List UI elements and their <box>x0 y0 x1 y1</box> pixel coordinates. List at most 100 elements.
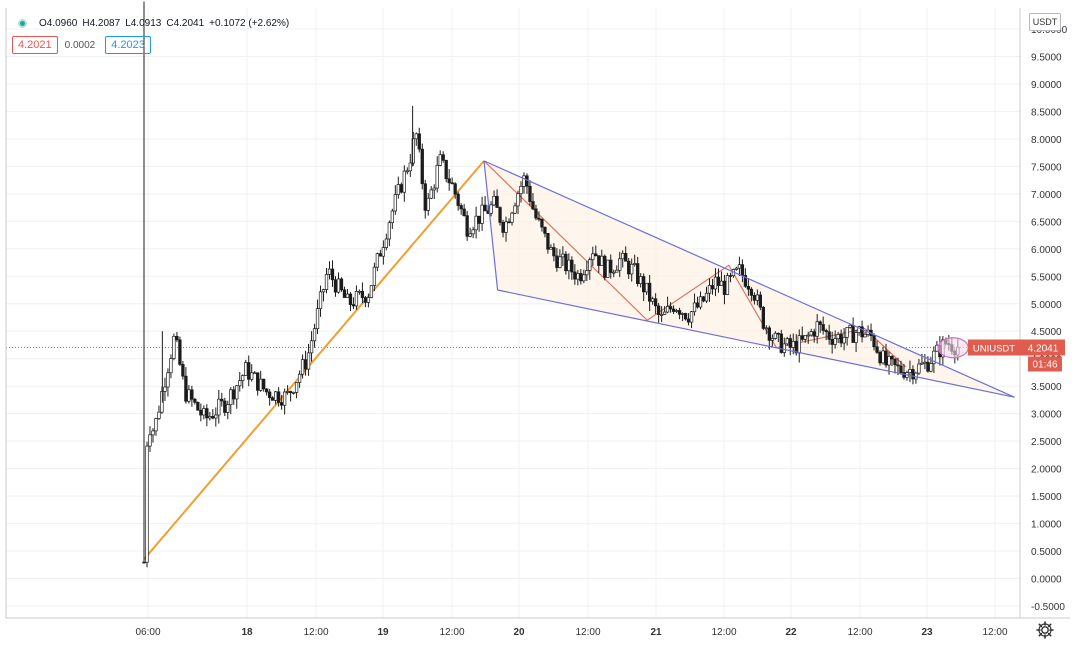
candle-up <box>674 310 679 312</box>
candle-up <box>309 340 314 354</box>
candle-up <box>510 212 514 223</box>
live-dot-icon <box>18 18 27 28</box>
x-tick-label: 23 <box>921 627 933 638</box>
x-tick-label: 12:00 <box>575 627 600 638</box>
bid-ask-panel: 4.2021 0.0002 4.2023 <box>12 36 151 54</box>
candle-up <box>273 391 278 401</box>
candle-up <box>426 197 430 211</box>
candle-up <box>680 313 685 315</box>
candle-up <box>336 278 341 293</box>
candle-up <box>809 331 813 336</box>
symbol-tag-bg <box>968 339 1021 356</box>
ohlc-legend: O4.0960 H4.2087 L4.0913 C4.2041 +0.1072 … <box>18 14 294 32</box>
candle-down <box>178 339 182 365</box>
candle-up <box>172 336 176 359</box>
price-tag-bg <box>1021 339 1065 356</box>
candle-up <box>650 298 655 302</box>
candle-down <box>360 290 365 298</box>
candle-up <box>645 282 649 293</box>
candle-down <box>695 302 700 308</box>
candle-up <box>154 418 158 432</box>
price-tag: 4.2041 <box>1028 343 1059 354</box>
candle-down <box>926 361 930 372</box>
candle-down <box>647 282 652 302</box>
candle-down <box>552 247 556 257</box>
candle-up <box>187 389 191 402</box>
candle-up <box>755 294 760 301</box>
candle-up <box>468 233 472 237</box>
candle-down <box>477 215 481 224</box>
candle-down <box>142 561 146 564</box>
candle-up <box>259 378 263 391</box>
candle-down <box>911 369 915 380</box>
gear-icon[interactable] <box>1035 620 1055 640</box>
candle-down <box>546 233 550 250</box>
candle-up <box>489 204 493 214</box>
drawings-front <box>483 160 1015 398</box>
candle-up <box>558 256 562 268</box>
candle-down <box>339 278 344 291</box>
candle-down <box>193 398 197 403</box>
candle-up <box>208 416 212 419</box>
candle-up <box>692 302 697 313</box>
candle-up <box>202 408 206 416</box>
candle-down <box>196 401 200 411</box>
sell-price-button[interactable]: 4.2021 <box>12 36 58 54</box>
candle-up <box>357 290 362 293</box>
candle-up <box>244 362 248 376</box>
candle-down <box>716 276 721 286</box>
candle-down <box>564 253 568 272</box>
y-tick-label: 4.5000 <box>1031 327 1062 338</box>
candle-down <box>746 285 751 290</box>
candle-up <box>797 335 801 354</box>
candle-up <box>836 334 840 339</box>
candle-down <box>540 219 544 228</box>
candle-down <box>453 183 457 195</box>
candle-up <box>618 258 622 271</box>
candle-up <box>300 359 305 375</box>
candle-up <box>471 229 475 235</box>
candle-up <box>387 222 391 240</box>
candle-up <box>725 275 730 295</box>
y-tick-label: 7.5000 <box>1031 162 1062 173</box>
candle-down <box>800 335 804 340</box>
x-tick-label: 21 <box>650 627 662 638</box>
candle-down <box>534 208 538 219</box>
candle-down <box>465 215 469 237</box>
candle-down <box>363 297 368 303</box>
candle-up <box>306 352 311 370</box>
candle-up <box>659 314 664 316</box>
candle-down <box>594 253 598 256</box>
candle-down <box>728 275 733 277</box>
candle-down <box>348 293 353 305</box>
candle-down <box>199 409 203 416</box>
candle-up <box>932 350 936 364</box>
candle-up <box>713 276 718 290</box>
candle-down <box>686 318 691 323</box>
x-tick-label: 06:00 <box>135 627 160 638</box>
currency-button[interactable]: USDT <box>1029 13 1061 31</box>
candle-down <box>890 356 894 360</box>
candle-down <box>342 289 347 298</box>
candle-up <box>612 271 616 274</box>
candle-up <box>606 259 610 278</box>
candle-down <box>531 201 535 210</box>
candle-up <box>881 350 885 364</box>
candle-down <box>683 313 688 320</box>
candle-up <box>665 306 670 313</box>
symbol-tag: UNIUSDT <box>973 343 1015 354</box>
candle-up <box>737 264 742 269</box>
countdown-bg <box>1028 356 1062 372</box>
candle-down <box>671 308 676 312</box>
candle-down <box>420 148 424 185</box>
y-tick-label: 2.5000 <box>1031 437 1062 448</box>
candle-up <box>384 238 389 248</box>
candle-down <box>860 326 864 338</box>
candle-down <box>653 298 658 307</box>
buy-price-button[interactable]: 4.2023 <box>105 36 151 54</box>
candle-up <box>863 333 867 338</box>
candle-up <box>639 276 643 284</box>
candle-down <box>288 391 293 394</box>
candle-up <box>402 170 406 193</box>
